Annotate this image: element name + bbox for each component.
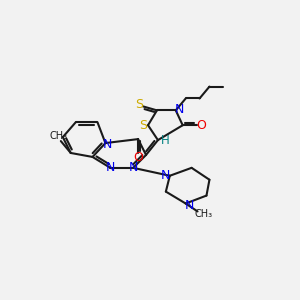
Text: N: N <box>106 161 115 174</box>
Text: S: S <box>135 98 143 111</box>
Text: O: O <box>133 152 143 164</box>
Text: N: N <box>161 169 170 182</box>
Text: N: N <box>128 161 138 174</box>
Text: S: S <box>139 119 147 132</box>
Text: CH₃: CH₃ <box>50 131 68 141</box>
Text: N: N <box>185 199 194 212</box>
Text: N: N <box>103 138 112 151</box>
Text: CH₃: CH₃ <box>194 209 213 219</box>
Text: H: H <box>160 134 169 147</box>
Text: N: N <box>175 103 184 116</box>
Text: O: O <box>196 119 206 132</box>
